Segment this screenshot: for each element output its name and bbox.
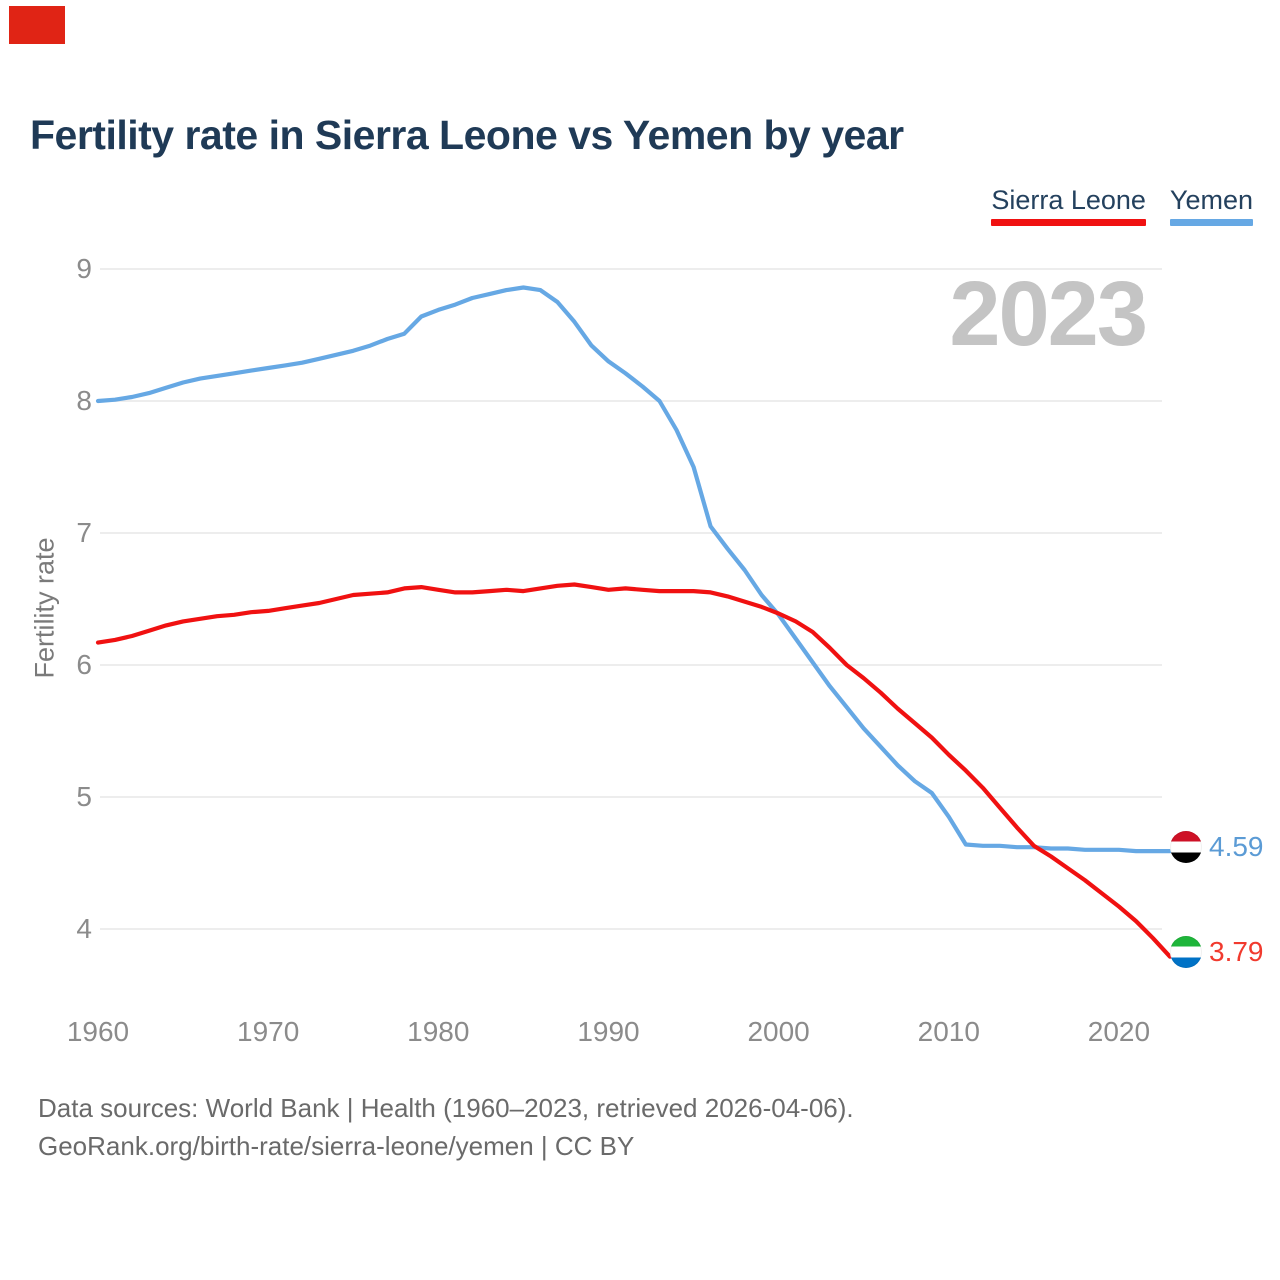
footer: Data sources: World Bank | Health (1960–… [38,1089,854,1165]
legend-item-sierra-leone[interactable]: Sierra Leone [991,185,1146,226]
legend: Sierra Leone Yemen [991,185,1253,226]
legend-color-bar [991,219,1146,226]
x-tick-label: 1980 [407,1016,470,1047]
yemen-flag-icon [1170,831,1202,863]
y-tick-label: 8 [76,385,92,416]
legend-label: Sierra Leone [991,185,1146,215]
legend-label: Yemen [1169,185,1253,215]
x-tick-label: 1960 [66,1016,130,1047]
top-left-red-marker [9,6,65,44]
y-tick-label: 9 [76,253,92,284]
page-title: Fertility rate in Sierra Leone vs Yemen … [30,112,904,158]
watermark-year: 2023 [949,263,1148,365]
y-tick-label: 7 [76,517,92,548]
sierra-leone-end-value: 3.79 [1209,936,1264,967]
legend-item-yemen[interactable]: Yemen [1169,185,1253,226]
x-tick-label: 2000 [747,1016,810,1047]
y-tick-label: 6 [76,649,92,680]
footer-link-line: GeoRank.org/birth-rate/sierra-leone/yeme… [38,1131,635,1161]
x-tick-label: 1990 [577,1016,640,1047]
y-tick-label: 5 [76,781,92,812]
series-line-yemen [95,285,1173,854]
x-tick-label: 2010 [917,1016,980,1047]
yemen-end-value: 4.59 [1209,831,1264,862]
y-tick-label: 4 [76,913,92,944]
series-line-sierra-leone [95,582,1173,959]
sierra-leone-end-label: 3.79 [1170,936,1264,968]
x-tick-label: 2020 [1087,1016,1151,1047]
x-tick-label: 1970 [237,1016,300,1047]
legend-color-bar [1169,219,1253,226]
footer-source-line: Data sources: World Bank | Health (1960–… [38,1093,854,1123]
sierra-leone-flag-icon [1170,936,1202,968]
yemen-end-label: 4.59 [1170,831,1264,863]
